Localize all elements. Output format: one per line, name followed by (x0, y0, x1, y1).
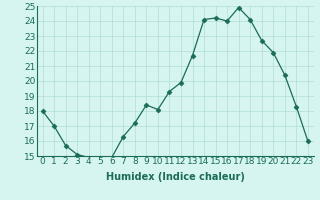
X-axis label: Humidex (Indice chaleur): Humidex (Indice chaleur) (106, 172, 244, 182)
